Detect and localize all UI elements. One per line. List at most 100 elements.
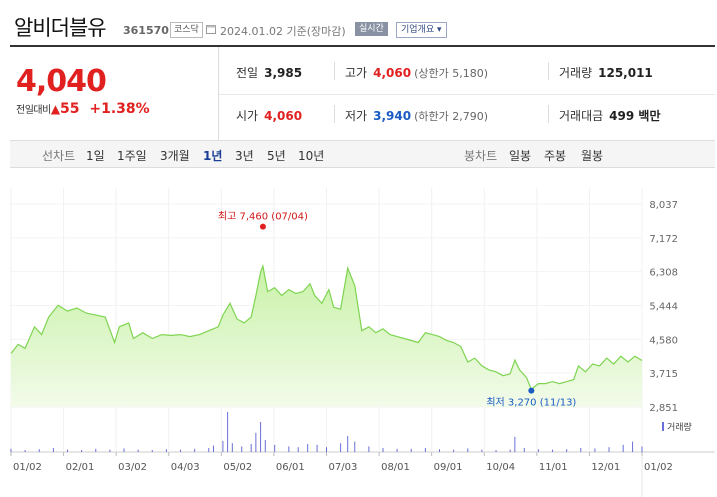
current-price: 4,040 [16, 64, 107, 99]
realtime-button[interactable]: 실시간 [355, 22, 388, 36]
volume-bar [137, 449, 139, 452]
stat-low: 저가 3,940 (하한가 2,790) [345, 109, 488, 123]
price-change: 전일대비▲55 +1.38% [16, 101, 150, 117]
volume-bar [81, 450, 83, 452]
y-tick-label: 6,308 [649, 268, 678, 279]
volume-bar [641, 446, 643, 452]
tab-1-year[interactable]: 1년 [203, 149, 223, 163]
x-tick-label: 09/01 [434, 462, 463, 473]
price-area-fill [11, 266, 642, 407]
y-tick-label: 7,172 [649, 234, 678, 245]
company-overview-dropdown[interactable]: 기업개요 ▾ [396, 22, 447, 38]
x-tick-label: 03/02 [118, 462, 147, 473]
volume-bar [523, 448, 525, 452]
volume-bar [382, 448, 384, 452]
max-label: 최고 7,460 (07/04) [218, 211, 308, 223]
volume-bar [288, 446, 290, 452]
volume-bar [260, 422, 262, 452]
volume-bar [340, 443, 342, 452]
tab-3-month[interactable]: 3개월 [160, 149, 190, 163]
stat-divider [334, 62, 335, 80]
change-percent: +1.38% [89, 101, 150, 117]
volume-bar [632, 441, 634, 452]
volume-bar [566, 449, 568, 452]
min-marker [528, 387, 535, 394]
market-badge: 코스닥 [170, 22, 203, 38]
up-arrow-icon: ▲ [50, 102, 61, 116]
x-tick-label: 02/01 [66, 462, 95, 473]
tab-1-week[interactable]: 1주일 [117, 149, 147, 163]
volume-bar [165, 449, 167, 452]
volume-bar [231, 443, 233, 452]
x-tick-label: 05/02 [223, 462, 252, 473]
line-chart-label: 선차트 [42, 149, 76, 163]
volume-bar [514, 436, 516, 452]
volume-bar [552, 449, 554, 452]
quote-date: 2024.01.02 기준(장마감) [220, 25, 346, 38]
volume-bar [481, 449, 483, 452]
x-tick-label: 07/03 [329, 462, 358, 473]
stock-name: 알비더블유 [14, 16, 107, 40]
volume-bar [194, 448, 196, 452]
volume-bar [467, 448, 469, 452]
min-label: 최저 3,270 (11/13) [486, 397, 576, 409]
volume-bar [326, 447, 327, 452]
chart-annotations: 최고 7,460 (07/04) 최저 3,270 (11/13) [218, 211, 577, 409]
stat-open: 시가 4,060 [236, 109, 303, 123]
tab-10-year[interactable]: 10년 [298, 149, 325, 163]
stat-divider [334, 105, 335, 123]
volume-bar [495, 450, 497, 452]
stat-volume: 거래량 125,011 [559, 66, 653, 80]
volume-bar [410, 448, 412, 452]
volume-bar [316, 444, 318, 452]
stat-divider [548, 62, 549, 80]
volume-bar [537, 449, 539, 452]
volume-bar [38, 449, 40, 452]
y-tick-label: 2,851 [649, 403, 678, 414]
tab-3-year[interactable]: 3년 [235, 149, 254, 163]
volume-bar [297, 447, 299, 452]
volume-bar [509, 449, 511, 452]
volume-legend-marker [662, 422, 664, 431]
volume-bar [208, 448, 210, 452]
y-axis-labels: 8,037 7,172 6,308 5,444 4,580 3,715 2,851 [649, 200, 678, 414]
tab-1-day[interactable]: 1일 [86, 149, 105, 163]
y-tick-label: 5,444 [649, 302, 678, 313]
volume-bar [212, 445, 214, 452]
x-tick-label: 06/01 [276, 462, 305, 473]
volume-bar [354, 441, 356, 452]
x-tick-label: 12/01 [591, 462, 620, 473]
volume-bar [67, 449, 69, 452]
volume-bar [241, 446, 243, 452]
volume-bar [151, 450, 153, 452]
tab-daily-candle[interactable]: 일봉 [509, 149, 532, 163]
volume-bar [52, 448, 54, 452]
y-tick-label: 3,715 [649, 369, 678, 380]
change-value: 55 [60, 101, 80, 117]
volume-bar [608, 447, 610, 452]
volume-bar [222, 440, 224, 452]
price-line [10, 263, 643, 391]
volume-bar [594, 448, 596, 452]
summary-divider [218, 47, 219, 140]
x-tick-label: 08/01 [381, 462, 410, 473]
volume-bar [180, 449, 182, 452]
tab-5-year[interactable]: 5년 [267, 149, 286, 163]
volume-bar [227, 412, 229, 452]
stat-amount: 거래대금 499 백만 [559, 109, 661, 123]
volume-bar [580, 448, 582, 452]
max-marker [259, 223, 266, 230]
tab-weekly-candle[interactable]: 주봉 [544, 149, 567, 163]
volume-bar [424, 448, 426, 452]
volume-bar [439, 449, 441, 452]
volume-bar [347, 436, 349, 452]
x-tick-label: 10/04 [486, 462, 515, 473]
tab-monthly-candle[interactable]: 월봉 [581, 149, 604, 163]
stat-divider [548, 105, 549, 123]
stock-header: 알비더블유 361570 코스닥 2024.01.02 기준(장마감) 실시간 … [0, 0, 717, 40]
stock-code: 361570 [123, 24, 169, 37]
x-axis-labels: 01/02 02/01 03/02 04/03 05/02 06/01 07/03 08/01… [13, 462, 673, 473]
volume-bar [307, 444, 309, 452]
candle-chart-label: 봉차트 [464, 149, 498, 163]
